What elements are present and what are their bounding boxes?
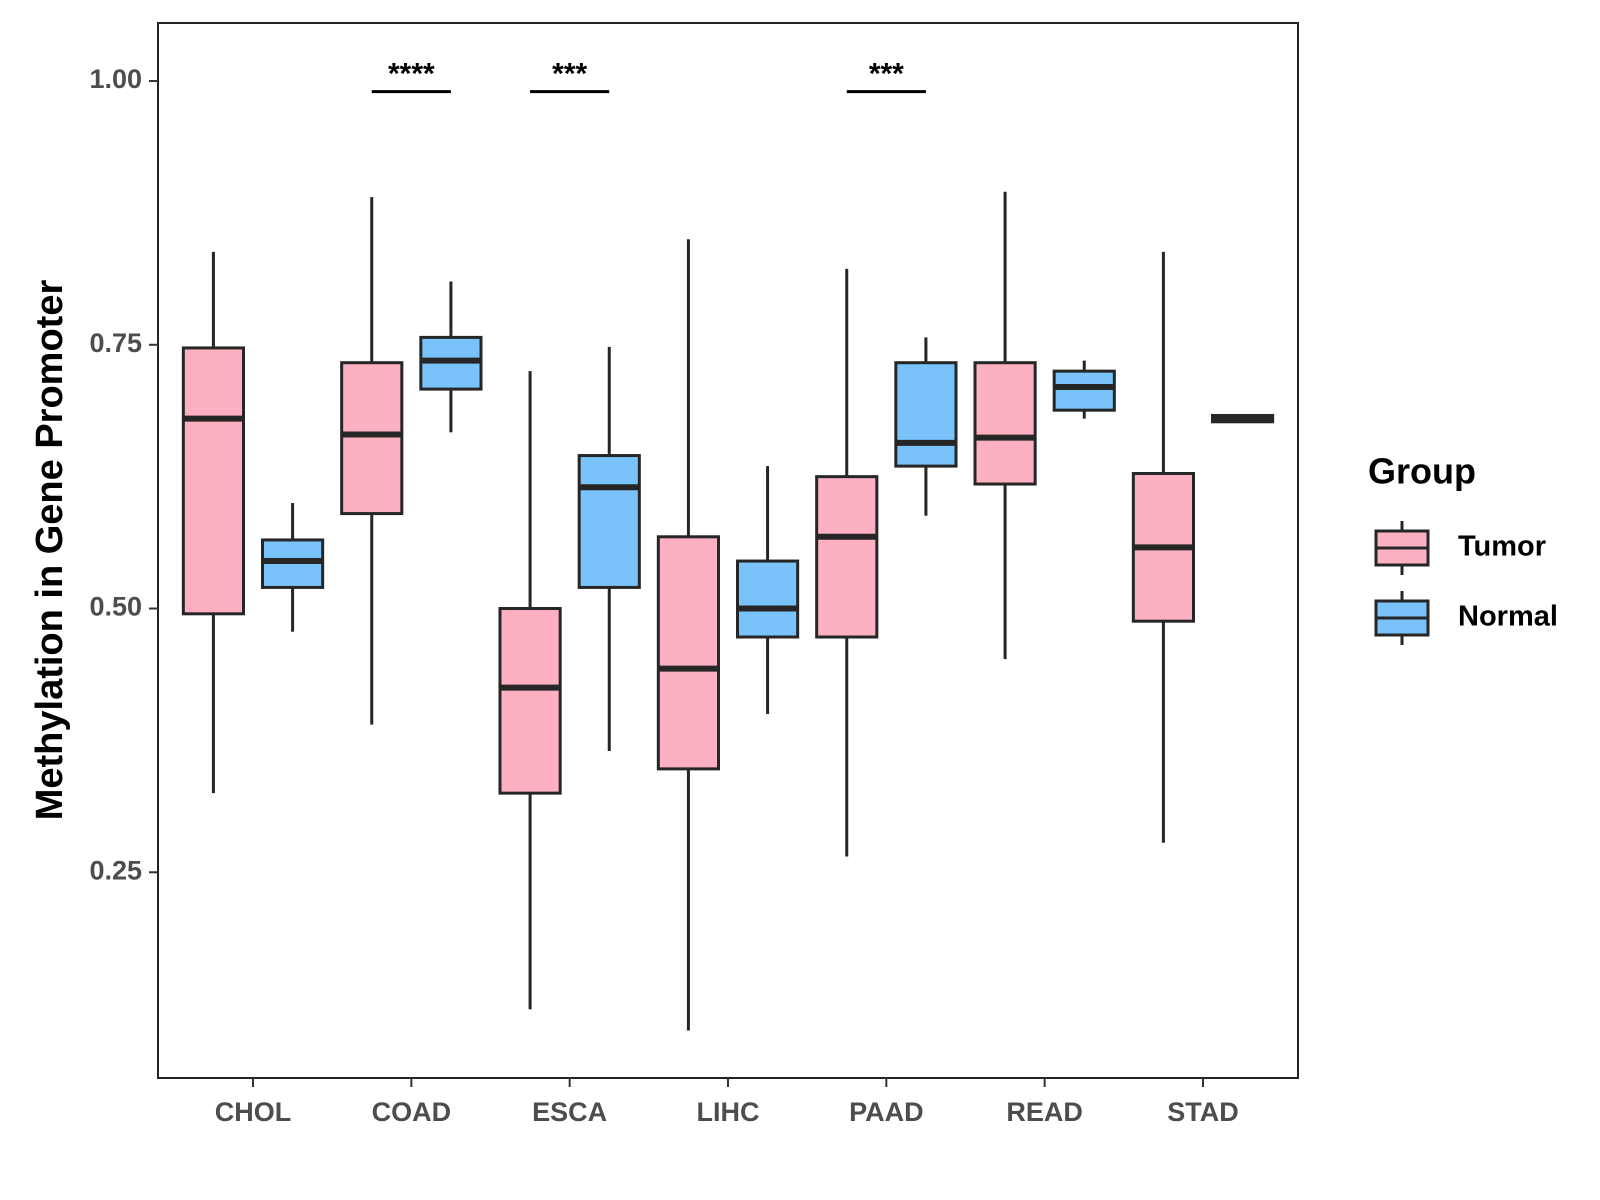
- x-tick-label: COAD: [372, 1097, 452, 1127]
- x-tick-label: ESCA: [532, 1097, 607, 1127]
- x-tick-label: CHOL: [215, 1097, 292, 1127]
- x-axis: CHOL COAD ESCA LIHC PAAD READ STAD: [215, 1078, 1239, 1127]
- y-tick-label: 1.00: [89, 64, 142, 94]
- legend-item-tumor: Tumor: [1374, 521, 1546, 575]
- box-iqr: [1052, 369, 1116, 412]
- box-normal-read: [1052, 360, 1116, 419]
- legend-label: Tumor: [1458, 531, 1546, 563]
- box-normal-paad: [894, 337, 958, 516]
- box-tumor-lihc: [656, 239, 720, 1031]
- box-iqr: [894, 361, 958, 468]
- box-normal-coad: [419, 281, 483, 433]
- y-tick-label: 0.25: [89, 855, 142, 885]
- y-axis: 0.25 0.50 0.75 1.00: [89, 64, 158, 885]
- box-normal-esca: [577, 346, 641, 751]
- box-iqr: [973, 361, 1037, 486]
- box-normal-lihc: [736, 466, 800, 715]
- x-tick-label: PAAD: [849, 1097, 924, 1127]
- box-iqr: [577, 454, 641, 589]
- box-iqr: [181, 346, 245, 616]
- box-series: [181, 191, 1275, 1031]
- box-iqr: [815, 475, 879, 639]
- legend: Group Tumor Normal: [1368, 451, 1558, 645]
- legend-title: Group: [1368, 451, 1476, 492]
- significance-label: ****: [388, 58, 435, 91]
- x-tick-label: STAD: [1167, 1097, 1239, 1127]
- box-tumor-stad: [1131, 251, 1196, 843]
- box-iqr: [498, 607, 562, 795]
- x-tick-label: LIHC: [697, 1097, 760, 1127]
- significance-annotations: **** *** ***: [371, 58, 926, 94]
- significance-label: ***: [552, 58, 587, 91]
- box-iqr: [340, 361, 404, 516]
- y-axis-title: Methylation in Gene Promoter: [29, 280, 71, 821]
- x-tick-label: READ: [1006, 1097, 1083, 1127]
- plot-panel: [157, 22, 1299, 1079]
- legend-label: Normal: [1458, 601, 1558, 633]
- box-normal-stad: [1211, 413, 1275, 424]
- box-tumor-read: [973, 191, 1037, 660]
- box-tumor-paad: [815, 268, 879, 857]
- box-tumor-chol: [181, 251, 245, 794]
- box-tumor-coad: [340, 197, 404, 725]
- box-normal-chol: [261, 503, 325, 632]
- significance-label: ***: [869, 58, 904, 91]
- y-tick-label: 0.75: [89, 328, 142, 358]
- y-tick-label: 0.50: [89, 592, 142, 622]
- box-iqr: [656, 535, 720, 771]
- box-tumor-esca: [498, 371, 562, 1010]
- legend-item-normal: Normal: [1374, 591, 1558, 645]
- box-iqr: [736, 559, 800, 639]
